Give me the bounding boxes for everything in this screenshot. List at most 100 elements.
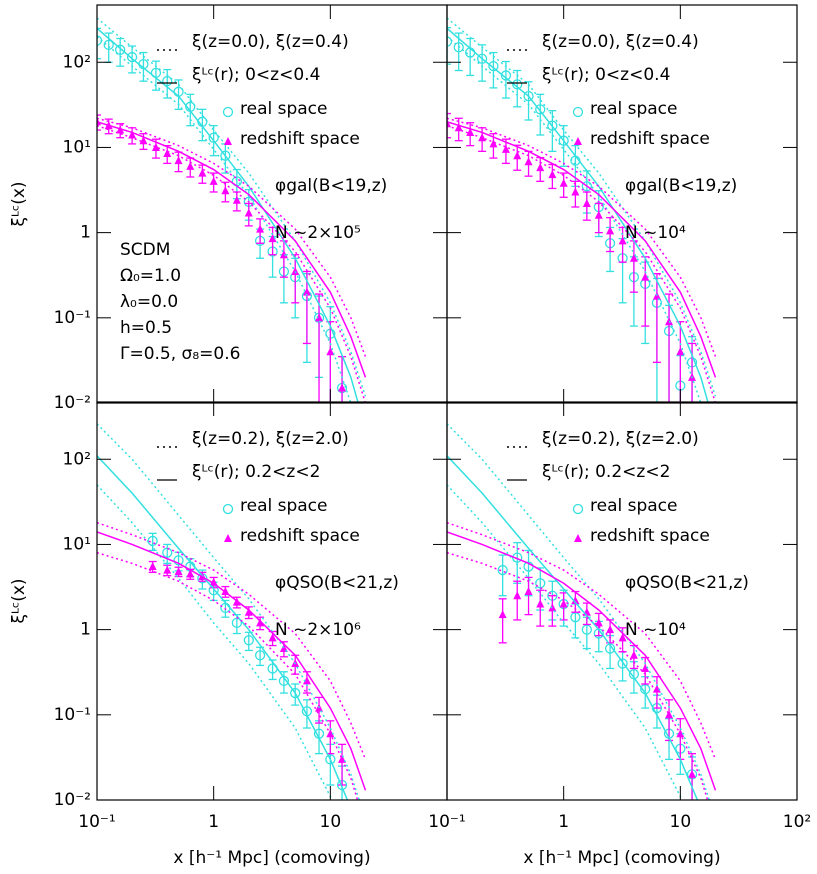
point	[209, 176, 218, 185]
point	[447, 119, 451, 128]
point	[290, 687, 301, 699]
point	[476, 53, 488, 64]
point	[315, 313, 324, 322]
point	[162, 76, 173, 87]
curve	[447, 124, 717, 403]
annotation: ξ(z=0.2), ξ(z=2.0)	[192, 429, 349, 449]
point	[162, 547, 173, 558]
curve	[447, 17, 717, 397]
annotation: ξᴸᶜ(r); 0<z<0.4	[192, 65, 320, 85]
legend-marker	[224, 534, 232, 542]
point	[641, 272, 650, 281]
legend-label: redshift space	[240, 526, 360, 546]
curve	[447, 27, 709, 403]
point	[629, 253, 638, 262]
point	[571, 595, 580, 604]
point	[244, 208, 253, 217]
curve	[97, 124, 367, 403]
point	[447, 36, 453, 47]
legend-label: real space	[240, 496, 328, 516]
y-tick-label: 10⁻¹	[54, 308, 91, 328]
curve	[97, 27, 359, 403]
point	[571, 187, 580, 196]
point	[558, 135, 569, 146]
point	[326, 347, 335, 356]
point	[606, 625, 615, 634]
annotation: N ~2×10⁵	[275, 223, 361, 243]
curve	[97, 36, 352, 403]
annotation: φQSO(B<21,z)	[625, 573, 749, 593]
point	[279, 250, 288, 259]
point	[501, 144, 510, 153]
point	[254, 650, 266, 661]
y-tick-label: 10²	[63, 52, 91, 72]
point	[641, 663, 650, 672]
annotation: ξᴸᶜ(r); 0.2<z<2	[542, 462, 670, 482]
curve	[97, 531, 367, 791]
x-tick-label: 10	[320, 812, 342, 832]
legend-marker	[574, 137, 582, 145]
model-note: h=0.5	[120, 318, 172, 338]
point	[618, 633, 627, 642]
curve	[97, 455, 349, 800]
y-tick-label: 10²	[63, 449, 91, 469]
point	[128, 130, 137, 139]
point	[268, 633, 277, 642]
point	[535, 578, 546, 589]
annotation: ξ(z=0.0), ξ(z=0.4)	[542, 32, 699, 52]
point	[208, 132, 219, 143]
point	[220, 150, 231, 161]
point	[453, 42, 464, 53]
point	[536, 599, 545, 608]
point	[103, 39, 114, 51]
point	[488, 61, 499, 72]
point	[524, 587, 533, 596]
curve	[97, 423, 361, 800]
curve	[447, 36, 702, 403]
point	[148, 562, 157, 571]
point	[231, 617, 242, 629]
y-tick-label: 10⁻¹	[54, 705, 91, 725]
x-tick-label: 10²	[783, 812, 811, 832]
model-note: SCDM	[120, 240, 170, 260]
point	[115, 44, 126, 55]
curve	[447, 423, 711, 800]
panel: 10⁻² 10⁻¹ 1 10¹ 10² ξᴸᶜ(x) real space redshift …	[9, 4, 448, 413]
point	[559, 178, 568, 187]
point	[209, 577, 218, 586]
legend-marker	[574, 534, 582, 542]
legend-label: real space	[590, 496, 678, 516]
model-note: Γ=0.5, σ₈=0.6	[120, 344, 240, 364]
legend-label: real space	[240, 99, 328, 119]
point	[163, 565, 172, 574]
curve	[97, 484, 333, 800]
x-tick-label: 1	[558, 812, 569, 832]
point	[665, 710, 674, 719]
legend-label: redshift space	[590, 526, 710, 546]
point	[676, 347, 685, 356]
point	[244, 607, 253, 616]
legend-label: redshift space	[240, 129, 360, 149]
curve	[447, 455, 699, 800]
annotation: ξ(z=0.2), ξ(z=2.0)	[542, 429, 699, 449]
curve	[447, 551, 709, 800]
point	[338, 383, 347, 392]
point	[256, 224, 265, 233]
x-tick-label: 10⁻¹	[78, 812, 115, 832]
point	[232, 195, 241, 204]
point	[523, 91, 534, 102]
point	[174, 156, 183, 165]
point	[548, 170, 557, 179]
x-axis-label: x [h⁻¹ Mpc] (comoving)	[173, 848, 370, 868]
curve	[97, 521, 367, 760]
plot-area	[97, 17, 367, 403]
curve	[447, 531, 717, 791]
point	[524, 157, 533, 166]
annotation: φgal(B<19,z)	[625, 176, 737, 196]
point	[688, 769, 697, 778]
point	[606, 226, 615, 235]
point	[594, 210, 603, 219]
y-axis-label: ξᴸᶜ(x)	[9, 578, 29, 623]
legend-label: redshift space	[590, 129, 710, 149]
